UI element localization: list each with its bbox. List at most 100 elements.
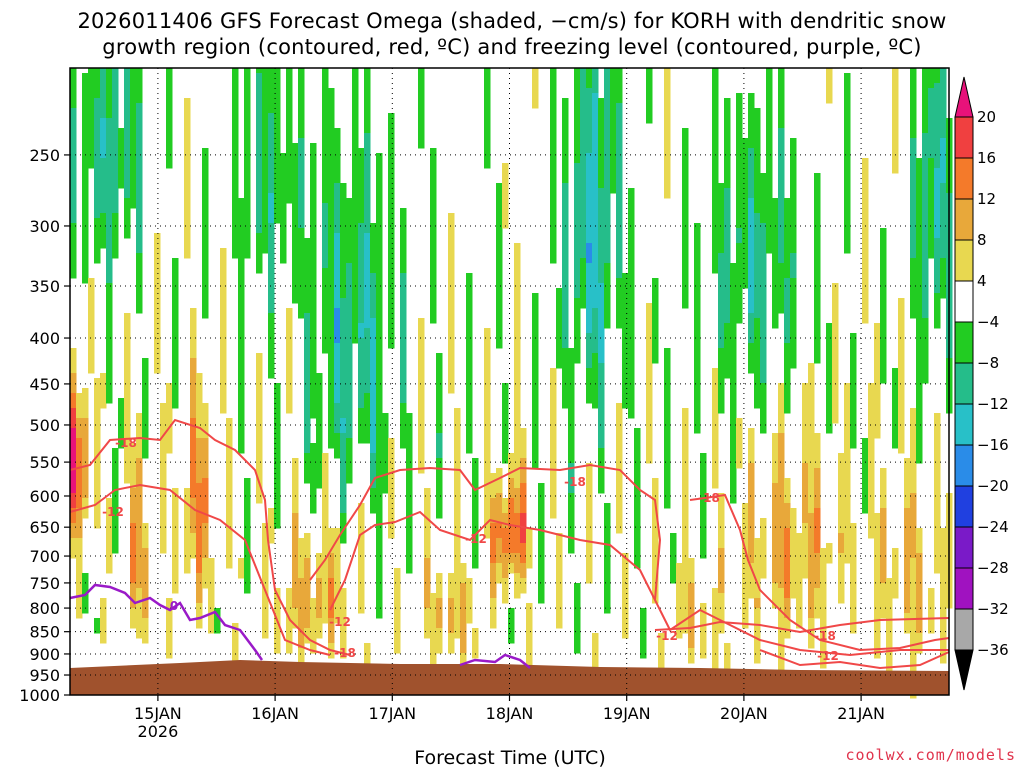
omega-cell [292, 143, 299, 149]
omega-cell [586, 298, 593, 304]
omega-cell [496, 523, 503, 529]
omega-cell [136, 303, 143, 309]
omega-cell [106, 178, 113, 184]
omega-cell [82, 473, 89, 479]
omega-cell [100, 168, 107, 174]
omega-cell [514, 543, 521, 549]
omega-cell [370, 238, 377, 244]
omega-cell [268, 508, 275, 514]
omega-cell [268, 238, 275, 244]
omega-cell [334, 383, 341, 389]
omega-cell [664, 493, 671, 499]
omega-cell [526, 528, 533, 534]
omega-cell [562, 133, 569, 139]
omega-cell [232, 88, 239, 94]
omega-cell [514, 593, 521, 599]
omega-cell [274, 143, 281, 149]
omega-cell [640, 643, 647, 649]
omega-cell [304, 293, 311, 299]
omega-cell [130, 148, 137, 154]
omega-cell [514, 583, 521, 589]
omega-cell [376, 483, 383, 489]
omega-cell [166, 628, 173, 634]
omega-cell [376, 403, 383, 409]
omega-cell [532, 413, 539, 419]
omega-cell [562, 258, 569, 264]
omega-cell [334, 553, 341, 559]
omega-cell [316, 618, 323, 624]
omega-cell [202, 438, 209, 444]
omega-cell [172, 323, 179, 329]
omega-cell [508, 563, 515, 569]
omega-cell [628, 218, 635, 224]
omega-cell [616, 268, 623, 274]
omega-cell [430, 168, 437, 174]
omega-cell [142, 593, 149, 599]
omega-cell [88, 358, 95, 364]
omega-cell [298, 303, 305, 309]
omega-cell [310, 613, 317, 619]
omega-cell [130, 488, 137, 494]
omega-cell [70, 368, 77, 374]
omega-cell [166, 648, 173, 654]
omega-cell [364, 258, 371, 264]
omega-cell [364, 208, 371, 214]
omega-cell [316, 483, 323, 489]
omega-cell [598, 423, 605, 429]
omega-cell [406, 468, 413, 474]
omega-cell [340, 328, 347, 334]
omega-cell [550, 68, 557, 74]
omega-cell [136, 263, 143, 269]
omega-cell [340, 633, 347, 639]
omega-cell [106, 503, 113, 509]
omega-cell [514, 293, 521, 299]
omega-cell [358, 168, 365, 174]
omega-cell [586, 523, 593, 529]
omega-cell [430, 198, 437, 204]
omega-cell [604, 228, 611, 234]
omega-cell [346, 363, 353, 369]
omega-cell [316, 568, 323, 574]
omega-cell [376, 443, 383, 449]
omega-cell [196, 588, 203, 594]
omega-cell [586, 468, 593, 474]
omega-cell [322, 148, 329, 154]
omega-cell [586, 218, 593, 224]
omega-cell [436, 503, 443, 509]
omega-cell [598, 198, 605, 204]
omega-cell [562, 303, 569, 309]
omega-cell [364, 148, 371, 154]
omega-cell [430, 608, 437, 614]
omega-cell [310, 148, 317, 154]
omega-cell [400, 223, 407, 229]
omega-cell [322, 133, 329, 139]
omega-cell [256, 448, 263, 454]
omega-cell [190, 533, 197, 539]
omega-cell [364, 308, 371, 314]
omega-cell [334, 443, 341, 449]
omega-cell [520, 558, 527, 564]
omega-cell [574, 288, 581, 294]
omega-cell [136, 618, 143, 624]
omega-cell [388, 278, 395, 284]
omega-cell [232, 218, 239, 224]
omega-cell [574, 618, 581, 624]
omega-cell [496, 513, 503, 519]
omega-cell [664, 93, 671, 99]
omega-cell [634, 453, 641, 459]
omega-cell [76, 463, 83, 469]
omega-cell [232, 153, 239, 159]
omega-cell [202, 298, 209, 304]
omega-cell [70, 248, 77, 254]
omega-cell [376, 168, 383, 174]
omega-cell [574, 118, 581, 124]
omega-cell [340, 498, 347, 504]
omega-cell [496, 253, 503, 259]
omega-cell [166, 448, 173, 454]
omega-cell [358, 253, 365, 259]
omega-cell [592, 213, 599, 219]
omega-cell [112, 118, 119, 124]
omega-cell [76, 503, 83, 509]
omega-cell [286, 373, 293, 379]
omega-cell [232, 168, 239, 174]
